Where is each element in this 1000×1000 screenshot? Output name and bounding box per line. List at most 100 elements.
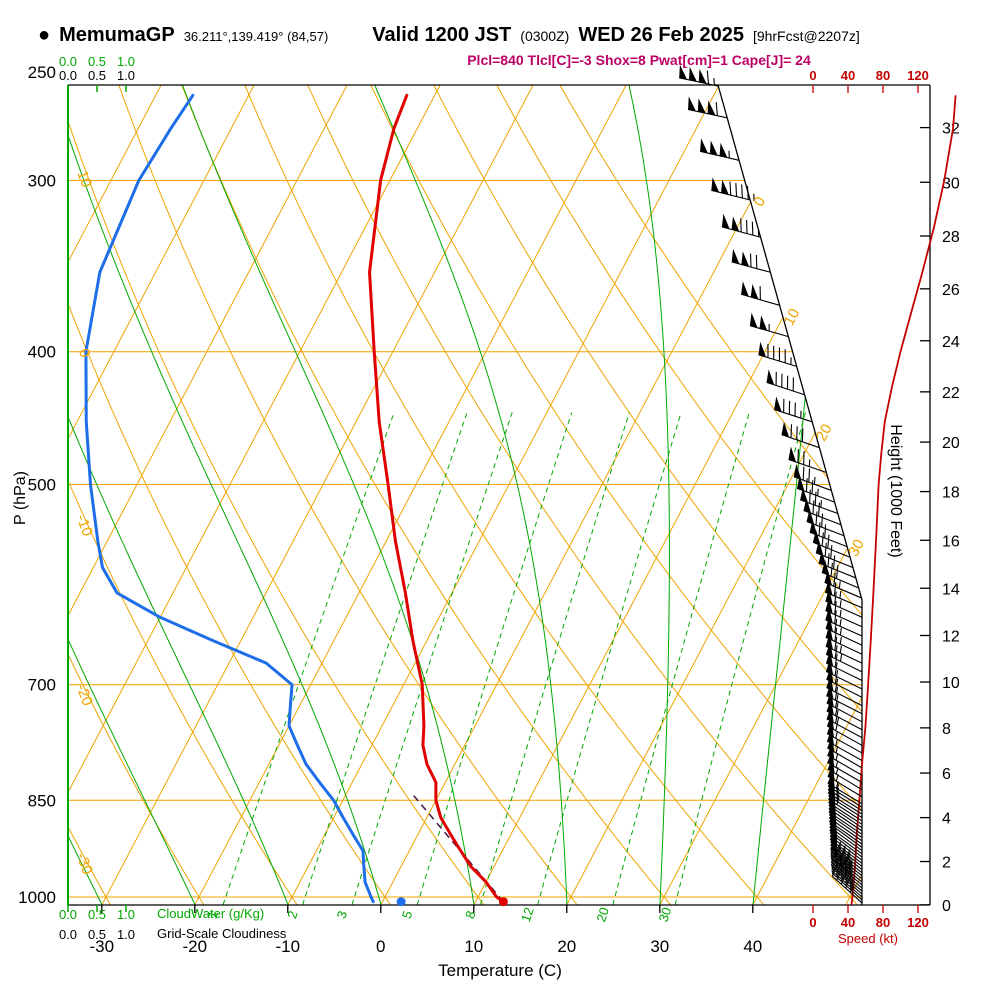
temp-tick-label: 30 [650, 937, 669, 956]
temperature-axis-label: Temperature (C) [438, 961, 562, 980]
wind-barb-tick [833, 572, 836, 587]
wind-barb-staff [812, 541, 851, 558]
wind-barb-pennant [821, 559, 830, 576]
wind-barb-tick [805, 478, 808, 492]
wind-barb-staff [758, 354, 797, 367]
station-dot-icon: ● [38, 24, 51, 46]
mixing-ratio-label: 8 [462, 909, 479, 921]
wind-barb-halftick [849, 867, 854, 875]
height-tick-label: 0 [942, 898, 951, 915]
wind-barb-tick [834, 610, 837, 624]
wind-barb-pennant [825, 615, 833, 632]
wind-barb-halftick [849, 885, 854, 893]
height-tick-label: 14 [942, 581, 960, 598]
height-tick-label: 16 [942, 533, 960, 550]
mixing-ratio-line [302, 412, 468, 905]
mixing-ratio-label: 30 [656, 905, 675, 923]
wind-barb-tick [812, 500, 815, 515]
height-tick-label: 22 [942, 385, 960, 402]
isotherm-line [752, 85, 862, 905]
wind-barb-staff [831, 875, 863, 904]
valid-date: WED 26 Feb 2025 [578, 24, 744, 46]
wind-barb-tick [836, 565, 839, 579]
wind-barb-halftick [849, 864, 853, 873]
valid-time: Valid 1200 JST [372, 24, 512, 46]
wind-barb-staff [828, 817, 863, 842]
cloudiness-scale-label: 0.5 [88, 68, 106, 83]
speed-axis-label: Speed (kt) [838, 931, 898, 946]
wind-barb-pennant [815, 539, 824, 556]
wind-barb-pennant [707, 100, 716, 116]
dry-adiabat-line [243, 85, 766, 905]
isotherm-label: 20 [813, 421, 836, 444]
dry-adiabat-label: -30 [73, 851, 96, 877]
wind-barb-pennant [827, 721, 835, 738]
dry-adiabat-line [369, 85, 862, 905]
wind-barb-staff [829, 829, 863, 855]
speed-tick-label: 80 [876, 915, 890, 930]
wind-barb-pennant [749, 312, 758, 328]
wind-barb-staff [788, 458, 827, 473]
isotherm-line [659, 85, 862, 905]
moist-adiabat-line [68, 85, 196, 905]
mixing-ratio-line [222, 412, 395, 905]
forecast-run: [9hrFcst@2207z] [752, 28, 860, 44]
wind-barb-staff [781, 434, 820, 449]
dry-adiabat-line [68, 85, 392, 905]
pressure-axis-label: P (hPa) [12, 471, 29, 525]
station-coords: 36.211°,139.419° (84,57) [183, 29, 329, 44]
moist-adiabat-line [627, 85, 670, 905]
mixing-ratio-label: 2 [284, 909, 301, 921]
wind-barb-staff [830, 850, 863, 877]
wind-barb-halftick [820, 500, 822, 508]
wind-barb-pennant [825, 579, 833, 596]
wind-barb-halftick [839, 609, 842, 618]
height-tick-label: 18 [942, 485, 960, 502]
wind-barb-pennant [824, 569, 832, 586]
wind-barb-staff [829, 826, 863, 852]
wind-barb-tick [833, 555, 836, 569]
wind-barb-pennant [741, 251, 750, 267]
wind-barb-tick [814, 491, 817, 506]
wind-barb-staff [828, 804, 863, 829]
moist-adiabat-line [68, 85, 382, 905]
wind-barb-pennant [679, 64, 688, 80]
dry-adiabat-line [68, 85, 205, 905]
wind-barb-staff [829, 838, 863, 864]
wind-barb-tick [735, 183, 738, 197]
dry-adiabat-line [432, 85, 862, 905]
cloudwater-scale-label: 0.5 [88, 54, 106, 69]
cloudiness-scale-label: 1.0 [117, 68, 135, 83]
isotherm-label: 10 [781, 306, 804, 329]
wind-barb-pennant [688, 96, 696, 112]
height-tick-label: 32 [942, 121, 960, 138]
wind-barb-staff [831, 858, 863, 886]
wind-barb-halftick [839, 618, 842, 627]
pressure-tick-label: 850 [28, 791, 56, 810]
wind-barb-tick [834, 627, 838, 642]
wind-barb-staff [827, 768, 863, 791]
dry-adiabat-label: -10 [73, 512, 96, 538]
wind-barb-tick [830, 545, 833, 559]
wind-barb-pennant [806, 508, 815, 525]
wind-barb-halftick [849, 879, 854, 887]
wind-barb-pennant [766, 369, 775, 385]
cloudwater-scale-label: 1.0 [117, 54, 135, 69]
wind-barb-pennant [800, 486, 808, 503]
isotherm-line [68, 85, 348, 905]
temp-tick-label: 40 [743, 937, 762, 956]
isotherm-label: 0 [750, 194, 769, 209]
cloudwater-scale-label: 0.0 [59, 54, 77, 69]
moist-adiabat-line [371, 85, 568, 905]
wind-barb-pennant [826, 706, 834, 723]
isotherm-line [287, 85, 720, 905]
wind-barb-staff [831, 870, 863, 898]
height-tick-label: 10 [942, 675, 960, 692]
wind-barb-pennant [803, 497, 812, 514]
wind-barb-tick [834, 686, 839, 701]
temp-tick-label: -30 [90, 937, 115, 956]
wind-barb-tick [834, 645, 838, 659]
wind-barb-pennant [825, 633, 833, 650]
isotherm-label: 30 [845, 537, 868, 560]
wind-barb-pennant [721, 179, 729, 195]
